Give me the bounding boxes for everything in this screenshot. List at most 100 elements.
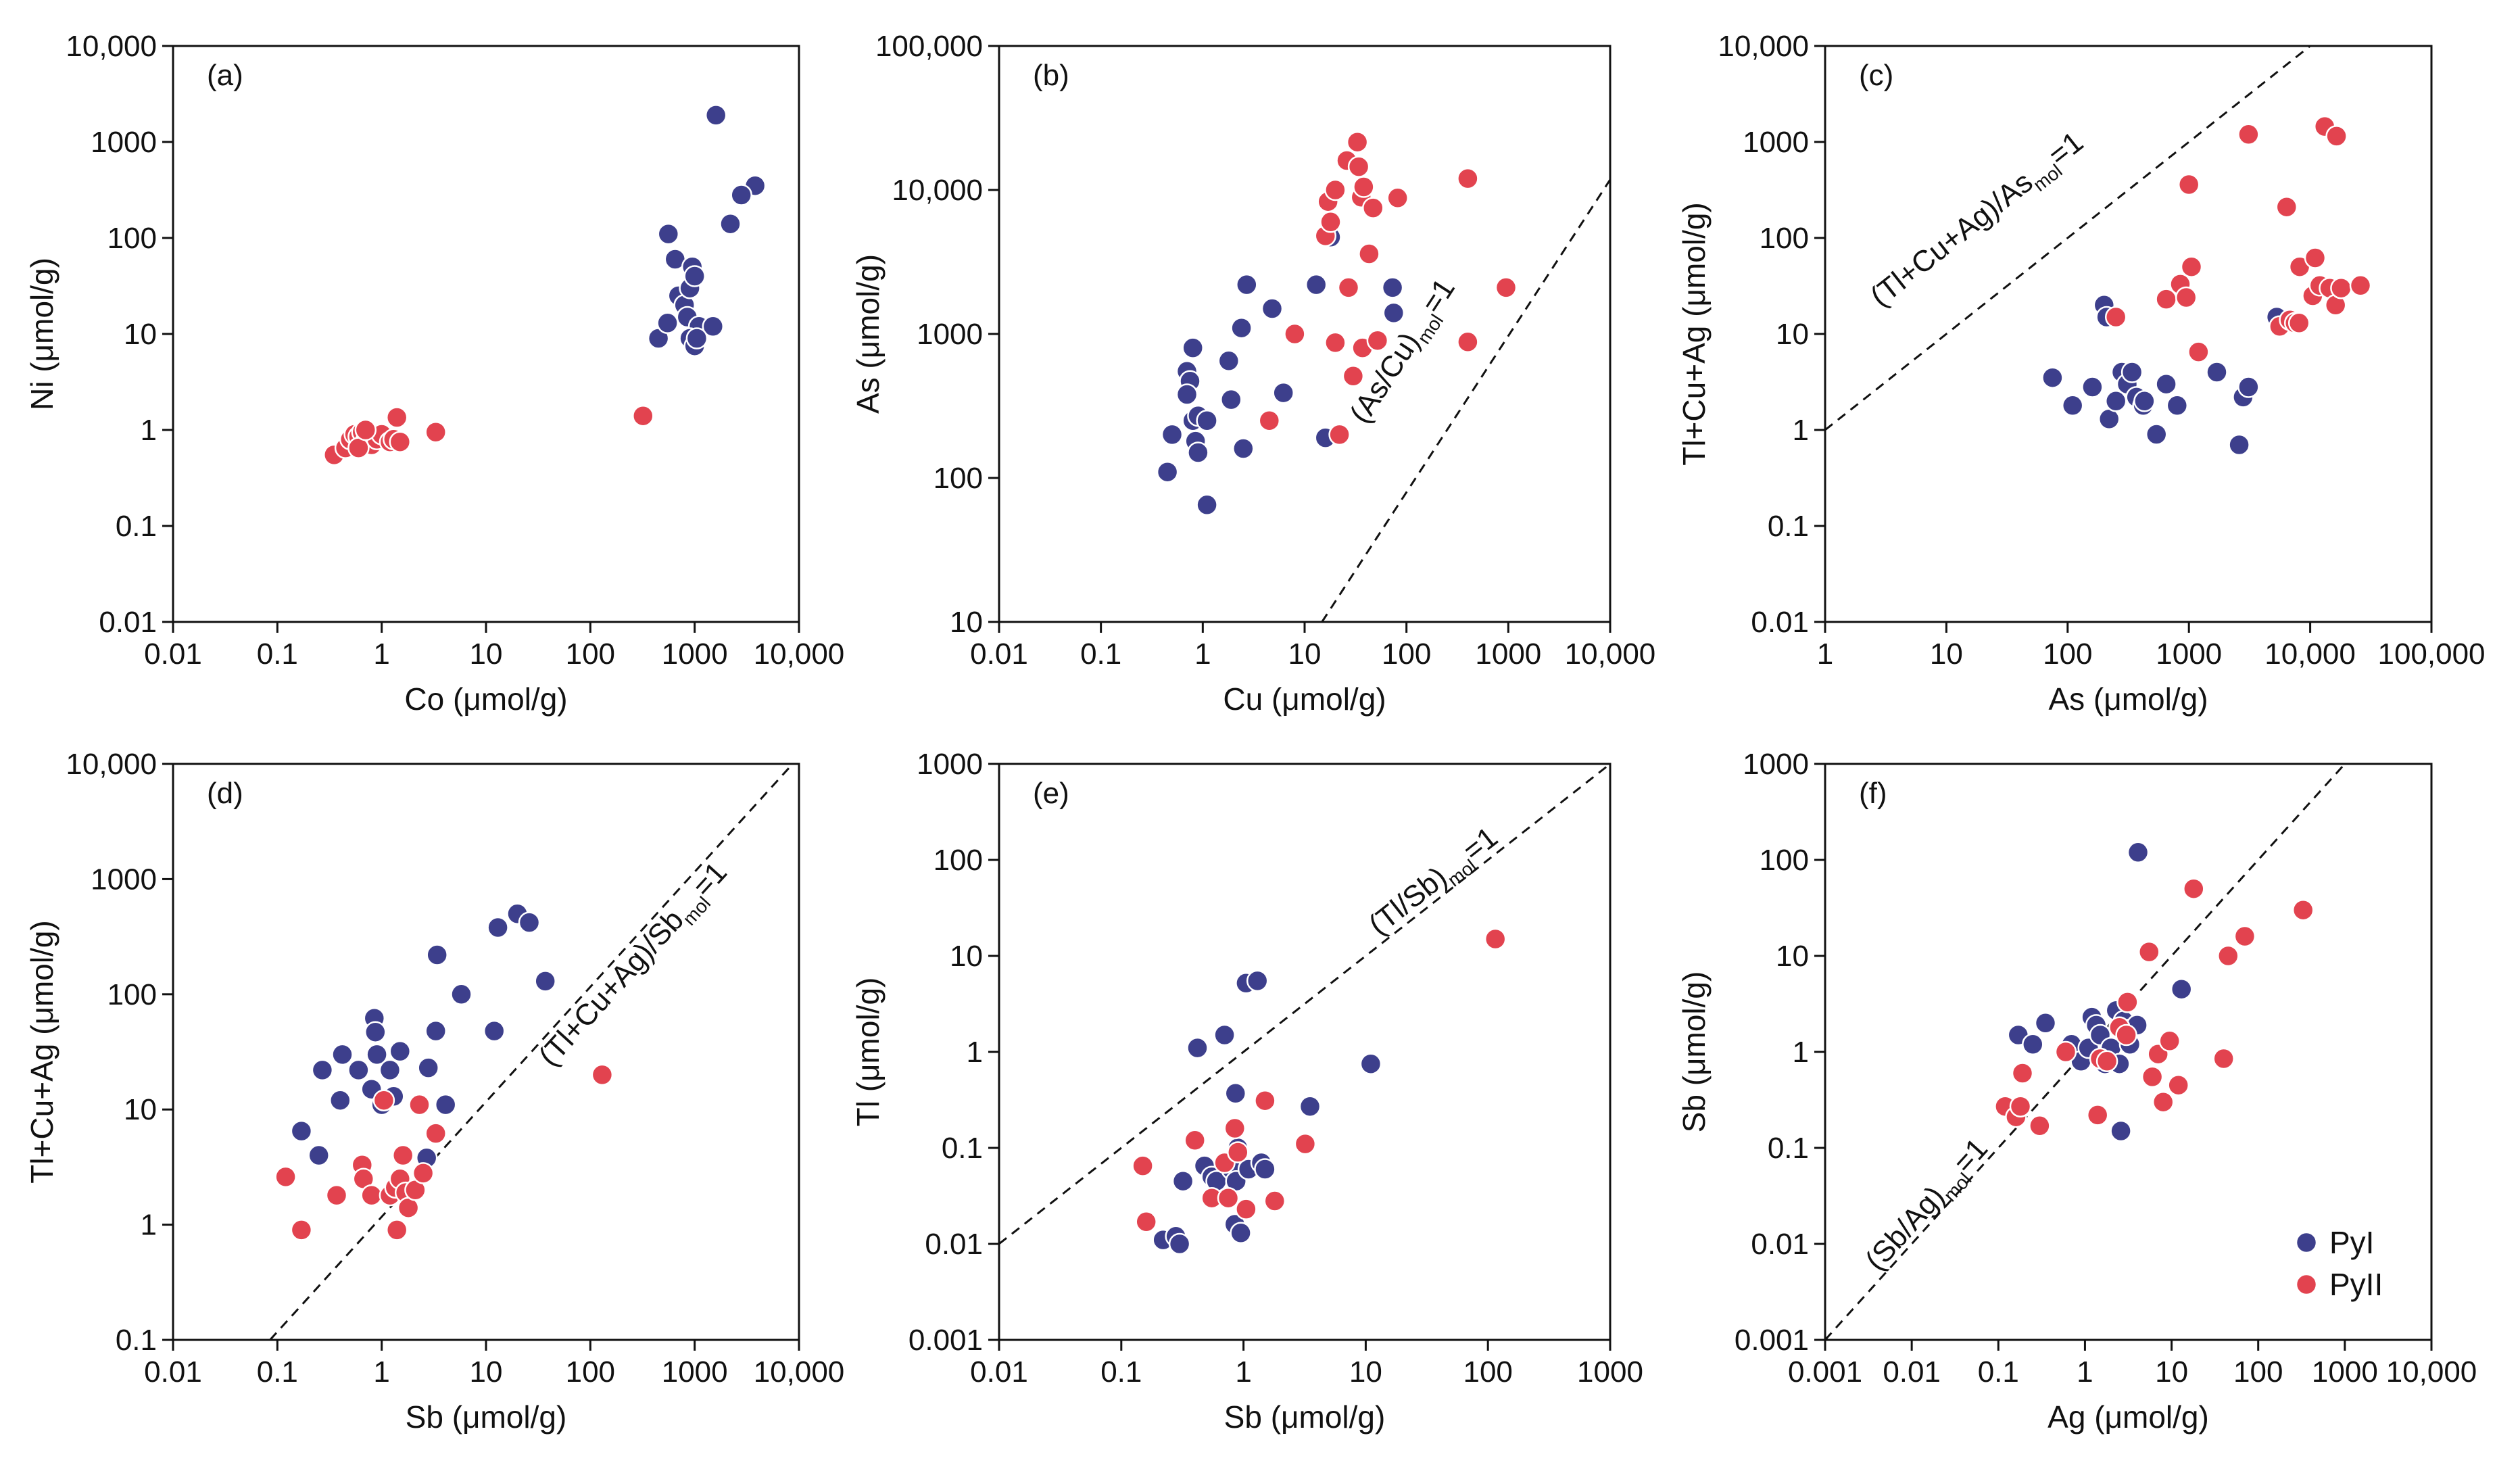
x-tick-label: 0.01 <box>144 1355 202 1389</box>
y-tick-label: 100 <box>934 844 983 877</box>
data-point-pyii <box>1217 1186 1240 1209</box>
x-axis-title: Co (μmol/g) <box>404 681 567 717</box>
ratio-label-main: (Tl/Sb) <box>1363 861 1453 942</box>
ratio-label-suffix: =1 <box>686 856 733 903</box>
x-tick-label: 0.01 <box>970 1355 1028 1389</box>
data-point-pyii <box>2233 925 2256 948</box>
data-point-pyi <box>2121 361 2143 383</box>
data-point-pyi <box>2061 394 2084 417</box>
data-point-pyii <box>2180 256 2203 278</box>
data-point-pyi <box>1305 273 1328 296</box>
data-point-pyii <box>1284 322 1306 345</box>
data-point-pyii <box>389 431 412 453</box>
x-tick-label: 10 <box>1349 1355 1382 1389</box>
plot-frame <box>172 763 800 1341</box>
data-point-pyi <box>2041 366 2064 389</box>
data-point-pyi <box>1168 1232 1191 1255</box>
data-point-pyi <box>434 1093 457 1116</box>
y-tick-label: 1 <box>1793 1036 1809 1069</box>
data-point-pyi <box>2110 1119 2132 1142</box>
data-point-pyi <box>657 222 680 245</box>
data-point-pyii <box>2177 173 2200 196</box>
data-point-pyi <box>2133 390 2156 412</box>
chart-panel-5: 0.01 0.1 1 10 100 10000.0010.010.11101001000S… <box>850 748 1643 1435</box>
data-point-pyi <box>1161 423 1184 446</box>
chart-panel-1: 0.01 0.1 1 10 100 1000 10,000 0.01 0.1 1 10 100 1000… <box>24 30 844 717</box>
panel-label: (a) <box>207 59 243 92</box>
data-point-pyi <box>364 1021 387 1043</box>
x-axis-title: As (μmol/g) <box>2048 681 2208 717</box>
chart-panel-2: 0.01 0.1 1 10 100 1000 10,000 10 100 1000 10,000 10… <box>850 30 1655 717</box>
data-point-pyi <box>290 1119 313 1142</box>
x-axis-title: Sb (μmol/g) <box>406 1399 567 1435</box>
data-point-pyii <box>1495 276 1518 299</box>
data-point-pyi <box>2081 376 2104 398</box>
y-tick-label: 0.1 <box>116 510 157 543</box>
data-point-pyii <box>1223 1117 1246 1140</box>
ratio-label-main: (Sb/Ag) <box>1859 1180 1951 1277</box>
data-point-pyi <box>656 312 679 335</box>
panel-label: (c) <box>1859 59 1893 92</box>
y-tick-label: 100 <box>107 978 157 1011</box>
data-point-pyii <box>2011 1062 2034 1084</box>
data-point-pyii <box>2212 1047 2235 1070</box>
x-tick-label: 10,000 <box>754 1355 845 1389</box>
data-point-pyii <box>1258 409 1281 432</box>
y-tick-label: 10 <box>950 606 983 639</box>
data-point-pyii <box>2158 1030 2181 1053</box>
data-point-pyi <box>1359 1053 1382 1075</box>
x-tick-label: 1000 <box>1577 1355 1643 1389</box>
ratio-one-line <box>1321 178 1610 622</box>
y-tick-label: 0.01 <box>99 606 157 639</box>
y-tick-label: 0.1 <box>1768 1132 1809 1165</box>
y-axis-title: Tl+Cu+Ag (μmol/g) <box>1676 202 1712 466</box>
data-point-pyi <box>2155 372 2177 395</box>
data-point-pyii <box>385 1219 408 1241</box>
x-tick-label: 1000 <box>662 1355 728 1389</box>
data-point-pyii <box>290 1219 313 1241</box>
data-point-pyii <box>1135 1211 1157 1233</box>
y-axis-title: Sb (μmol/g) <box>1676 971 1712 1133</box>
data-point-pyii <box>1337 276 1360 299</box>
x-tick-label: 1 <box>1194 637 1211 671</box>
y-tick-label: 100 <box>107 222 157 255</box>
x-tick-label: 10 <box>2155 1355 2188 1389</box>
data-point-pyi <box>2170 978 2193 1001</box>
x-tick-label: 1 <box>373 1355 389 1389</box>
panel-label: (b) <box>1033 59 1069 92</box>
y-tick-label: 10,000 <box>892 174 983 207</box>
data-point-pyii <box>2116 991 2139 1013</box>
data-point-pyii <box>1366 329 1389 352</box>
data-point-pyii <box>2029 1115 2051 1137</box>
data-point-pyi <box>2228 433 2250 456</box>
data-point-pyii <box>1294 1132 1317 1155</box>
data-point-pyii <box>2104 306 2127 329</box>
data-point-pyi <box>1230 316 1253 339</box>
y-tick-label: 100 <box>934 462 983 495</box>
legend-label-pyi: PyI <box>2329 1225 2374 1260</box>
data-point-pyi <box>1230 1222 1252 1245</box>
data-point-pyii <box>632 404 654 427</box>
data-point-pyi <box>426 944 448 966</box>
data-point-pyi <box>2206 361 2228 383</box>
data-point-pyi <box>1272 381 1294 404</box>
x-tick-label: 100 <box>1382 637 1431 671</box>
x-tick-label: 1 <box>2077 1355 2093 1389</box>
data-point-pyii <box>408 1093 431 1116</box>
x-tick-label: 0.001 <box>1788 1355 1862 1389</box>
x-tick-label: 1 <box>373 637 389 671</box>
y-tick-label: 10 <box>1776 318 1809 351</box>
x-tick-label: 1 <box>1235 1355 1251 1389</box>
data-point-pyi <box>379 1059 402 1082</box>
data-point-pyi <box>450 983 472 1006</box>
data-point-pyi <box>1220 388 1242 411</box>
x-tick-label: 10 <box>470 1355 503 1389</box>
data-point-pyi <box>1236 273 1258 296</box>
data-point-pyi <box>704 104 727 126</box>
data-point-pyii <box>1328 423 1351 446</box>
x-tick-label: 1000 <box>2312 1355 2378 1389</box>
data-point-pyii <box>1386 187 1409 210</box>
x-tick-label: 0.01 <box>970 637 1028 671</box>
data-point-pyi <box>1381 276 1404 299</box>
ratio-one-line <box>1825 46 2311 431</box>
